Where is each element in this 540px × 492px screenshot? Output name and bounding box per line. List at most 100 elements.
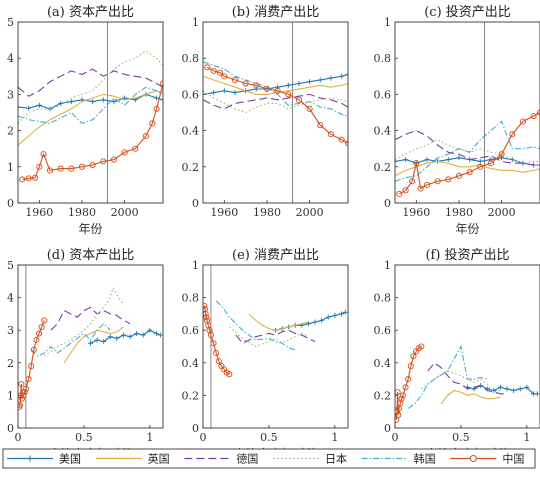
x-axis-label: 年份 [78, 222, 102, 236]
data-point [285, 82, 291, 88]
data-point [221, 73, 228, 80]
data-point [100, 158, 107, 165]
y-tick-label: 0.8 [374, 52, 392, 65]
data-point [36, 102, 42, 108]
legend-item: 美国 [7, 453, 81, 466]
data-point [157, 332, 163, 338]
data-point [395, 408, 401, 415]
data-point [25, 376, 32, 383]
data-point [253, 82, 260, 89]
data-point [345, 71, 348, 77]
data-point [36, 163, 43, 170]
x-tick-label: 1960 [402, 206, 430, 219]
data-point [149, 120, 156, 127]
series-line [440, 389, 501, 404]
data-point [396, 190, 403, 197]
series-line [421, 370, 501, 393]
data-point [402, 187, 409, 194]
data-point [20, 392, 27, 399]
x-tick-label: 0.5 [452, 431, 470, 444]
data-point [127, 334, 133, 340]
data-point [221, 88, 227, 94]
x-tick-label: 0.5 [75, 431, 93, 444]
data-point [509, 157, 515, 163]
data-point [226, 371, 233, 378]
x-tick-label: 2000 [488, 206, 516, 219]
data-point [399, 392, 406, 399]
data-point [120, 332, 126, 338]
legend-label: 美国 [59, 453, 81, 466]
data-point [57, 165, 64, 172]
data-point [217, 69, 224, 76]
y-tick-label: 5 [7, 16, 14, 29]
plot-frame [202, 21, 349, 204]
legend-item: 中国 [450, 453, 524, 466]
x-tick-label: 1980 [68, 206, 96, 219]
x-tick-label: 1 [146, 431, 153, 444]
data-point [111, 99, 117, 105]
data-point [395, 158, 398, 164]
data-point [210, 67, 217, 74]
data-point [488, 157, 494, 163]
series-line [18, 90, 163, 146]
series-line [427, 362, 507, 395]
data-point [25, 175, 32, 182]
series-line [203, 75, 348, 95]
data-point [275, 84, 281, 90]
x-tick-label: 1960 [210, 206, 238, 219]
y-tick-label: 0.2 [374, 161, 392, 174]
x-tick-label: 1 [523, 431, 530, 444]
data-point [110, 156, 118, 163]
panel-2: (b) 消费产出比 0 0.2 0.4 0.6 0.8 1 1960 1980 2000 [182, 5, 349, 219]
legend-label: 德国 [236, 452, 258, 466]
series-line [215, 300, 296, 351]
series-line [407, 344, 488, 409]
data-point [466, 169, 473, 176]
legend-label: 日本 [325, 452, 347, 466]
panel-title: (f) 投资产出比 [425, 247, 509, 263]
y-tick-label: 0.6 [182, 324, 200, 337]
data-point [338, 136, 345, 143]
data-point [511, 388, 517, 394]
legend-item: 英国 [95, 452, 170, 466]
data-point [94, 337, 100, 343]
data-point [477, 163, 484, 170]
series-line [203, 90, 348, 114]
plot-frame [202, 264, 349, 429]
series-line [63, 326, 124, 364]
y-tick-label: 0 [7, 197, 14, 210]
data-point [285, 91, 292, 98]
panel-title: (e) 消费产出比 [232, 248, 319, 263]
y-tick-label: 0 [384, 197, 391, 210]
data-point [30, 346, 37, 353]
series-line [399, 112, 540, 195]
data-point [487, 160, 495, 167]
data-point [22, 385, 29, 392]
data-point [33, 336, 40, 344]
data-point [121, 149, 128, 156]
y-tick-label: 1 [192, 259, 199, 272]
series-line [30, 322, 111, 357]
y-tick-label: 2 [7, 357, 14, 370]
data-point [68, 99, 74, 105]
legend: 美国 英国 德国 日本 韩国 中国 [2, 448, 536, 469]
x-tick-label: 0 [200, 431, 207, 444]
y-tick-label: 3 [7, 88, 14, 101]
y-tick-label: 2 [7, 125, 14, 138]
y-tick-label: 0.2 [374, 389, 392, 402]
data-point [101, 339, 107, 345]
panel-title: (b) 消费产出比 [232, 5, 320, 20]
series-line [248, 313, 309, 331]
data-point [41, 317, 48, 324]
data-point [32, 174, 39, 181]
data-point [232, 90, 238, 96]
data-point [405, 376, 412, 383]
data-point [114, 335, 120, 341]
data-point [434, 178, 441, 185]
data-point [89, 161, 96, 169]
y-tick-label: 0 [7, 422, 14, 435]
data-point [204, 64, 211, 71]
